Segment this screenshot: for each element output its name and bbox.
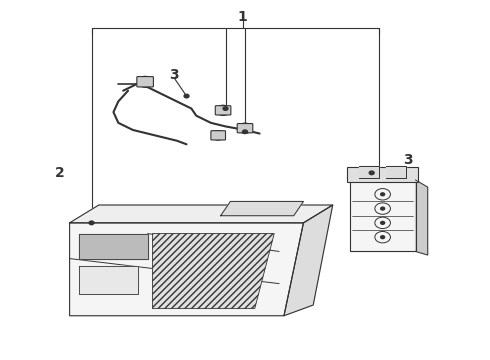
- Text: 1: 1: [238, 10, 247, 24]
- Polygon shape: [70, 205, 333, 223]
- Polygon shape: [416, 180, 428, 255]
- Polygon shape: [220, 202, 303, 216]
- FancyBboxPatch shape: [215, 106, 231, 115]
- FancyBboxPatch shape: [347, 167, 418, 182]
- Polygon shape: [386, 166, 406, 178]
- FancyBboxPatch shape: [211, 131, 225, 140]
- FancyBboxPatch shape: [237, 123, 253, 133]
- Polygon shape: [360, 166, 379, 178]
- Polygon shape: [70, 223, 303, 316]
- Circle shape: [223, 107, 228, 111]
- Polygon shape: [350, 180, 416, 251]
- Text: 3: 3: [170, 68, 179, 82]
- Polygon shape: [79, 266, 138, 294]
- FancyBboxPatch shape: [137, 77, 153, 87]
- Circle shape: [381, 193, 385, 196]
- Polygon shape: [152, 234, 274, 309]
- Circle shape: [89, 221, 94, 225]
- Circle shape: [381, 207, 385, 210]
- Polygon shape: [79, 234, 147, 258]
- Circle shape: [184, 94, 189, 98]
- Circle shape: [243, 130, 247, 134]
- Text: 2: 2: [55, 166, 65, 180]
- Text: 3: 3: [403, 153, 413, 167]
- Circle shape: [381, 221, 385, 224]
- Circle shape: [381, 236, 385, 239]
- Circle shape: [369, 171, 374, 175]
- Polygon shape: [284, 205, 333, 316]
